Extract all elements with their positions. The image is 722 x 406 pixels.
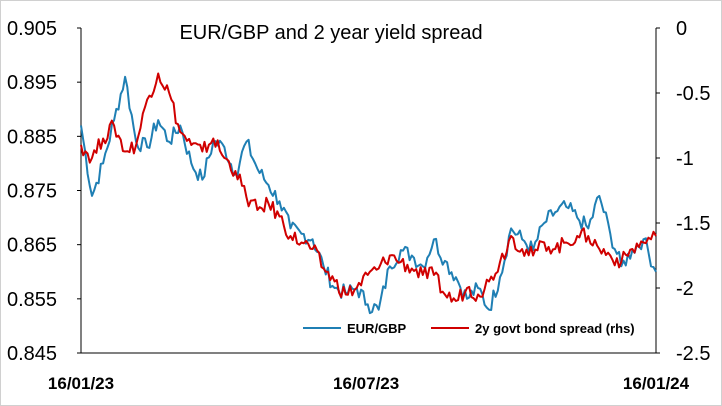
right-tick-label: -0.5: [676, 83, 710, 105]
left-tick-label: 0.865: [7, 235, 57, 257]
right-tick-label: 0: [676, 18, 687, 40]
legend-label-spread: 2y govt bond spread (rhs): [475, 321, 635, 336]
chart-title: EUR/GBP and 2 year yield spread: [179, 22, 482, 44]
left-tick-label: 0.875: [7, 181, 57, 203]
x-tick-label: 16/07/23: [333, 374, 399, 393]
left-tick-label: 0.895: [7, 72, 57, 94]
left-tick-label: 0.905: [7, 18, 57, 40]
right-tick-label: -1: [676, 148, 694, 170]
legend: EUR/GBP 2y govt bond spread (rhs): [303, 321, 635, 336]
x-tick-label: 16/01/24: [623, 374, 690, 393]
x-tick-label: 16/01/23: [48, 374, 114, 393]
series-line-spread: [80, 72, 657, 303]
right-tick-label: -2: [676, 278, 694, 300]
left-tick-label: 0.855: [7, 289, 57, 311]
legend-label-eurgbp: EUR/GBP: [347, 321, 407, 336]
right-tick-label: -2.5: [676, 343, 710, 365]
left-tick-label: 0.845: [7, 343, 57, 365]
left-tick-label: 0.885: [7, 126, 57, 148]
series-line-eurgbp: [80, 75, 657, 315]
right-tick-label: -1.5: [676, 213, 710, 235]
